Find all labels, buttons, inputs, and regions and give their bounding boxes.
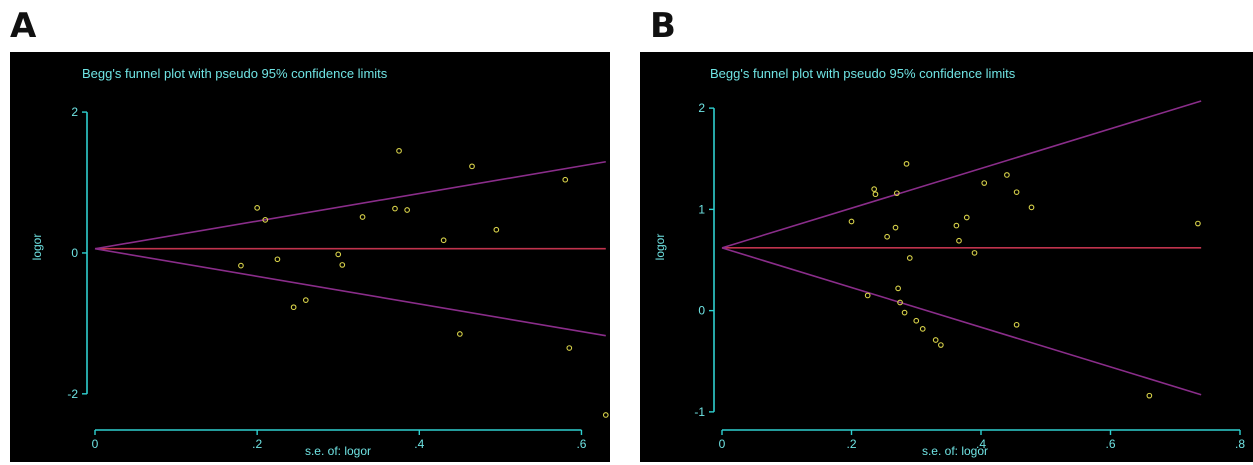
y-tick-label: 1 bbox=[698, 202, 705, 216]
study-point bbox=[392, 205, 398, 212]
funnel-plot-a: Begg's funnel plot with pseudo 95% confi… bbox=[10, 52, 610, 462]
study-point bbox=[981, 180, 988, 186]
x-tick-label: .8 bbox=[1235, 437, 1245, 451]
study-point bbox=[953, 222, 960, 229]
study-point bbox=[897, 299, 903, 306]
y-axis-label: logor bbox=[30, 234, 44, 261]
y-tick-label: 2 bbox=[71, 105, 78, 119]
y-axis-label: logor bbox=[653, 234, 667, 261]
study-point bbox=[238, 262, 244, 269]
study-point bbox=[262, 217, 269, 223]
x-tick-label: 0 bbox=[719, 437, 726, 451]
plot-background bbox=[10, 52, 610, 462]
study-point bbox=[871, 186, 878, 192]
study-point bbox=[913, 317, 920, 324]
study-point bbox=[456, 331, 463, 337]
upper-confidence-limit-line bbox=[721, 100, 1202, 249]
study-point bbox=[469, 163, 475, 170]
study-point bbox=[290, 304, 297, 311]
study-point bbox=[884, 233, 890, 240]
study-point bbox=[359, 214, 366, 220]
x-axis-label: s.e. of: logor bbox=[922, 444, 988, 458]
study-point bbox=[440, 237, 447, 244]
study-point bbox=[906, 255, 913, 261]
study-point bbox=[1195, 220, 1201, 227]
study-point bbox=[254, 205, 261, 211]
x-tick-label: .6 bbox=[1105, 437, 1115, 451]
study-point bbox=[1146, 392, 1153, 399]
study-point bbox=[932, 337, 939, 343]
lower-confidence-limit-line bbox=[94, 247, 606, 337]
x-axis-label: s.e. of: logor bbox=[305, 444, 371, 458]
y-tick-label: 2 bbox=[698, 101, 705, 115]
funnel-plot-b: Begg's funnel plot with pseudo 95% confi… bbox=[640, 52, 1253, 462]
y-tick-label: -1 bbox=[694, 405, 705, 419]
study-point bbox=[893, 190, 900, 197]
plot-layer: -2 0 2 0 .2 .4 .6 bbox=[67, 105, 609, 451]
study-point bbox=[562, 176, 569, 183]
study-point bbox=[963, 214, 970, 221]
study-point bbox=[1013, 321, 1020, 328]
study-point bbox=[971, 250, 978, 256]
study-point bbox=[302, 297, 309, 303]
study-point bbox=[892, 224, 899, 231]
x-tick-label: 0 bbox=[92, 437, 99, 451]
study-point bbox=[895, 285, 901, 292]
lower-confidence-limit-line bbox=[721, 247, 1202, 396]
study-point bbox=[274, 256, 281, 263]
study-point bbox=[335, 251, 342, 258]
study-point bbox=[396, 147, 402, 154]
study-point bbox=[1028, 204, 1035, 211]
study-point bbox=[339, 262, 346, 268]
study-point bbox=[938, 342, 944, 348]
x-tick-label: .4 bbox=[976, 437, 986, 451]
chart-title: Begg's funnel plot with pseudo 95% confi… bbox=[82, 66, 388, 81]
x-tick-label: .2 bbox=[252, 437, 262, 451]
study-point bbox=[404, 207, 410, 213]
panel-label-a: A bbox=[10, 6, 37, 46]
y-tick-label: -2 bbox=[67, 387, 78, 401]
study-point bbox=[956, 237, 962, 244]
chart-title: Begg's funnel plot with pseudo 95% confi… bbox=[710, 66, 1016, 81]
plot-layer: -1 0 1 2 0 .2 .4 .6 .8 bbox=[694, 100, 1245, 451]
x-tick-label: .2 bbox=[846, 437, 856, 451]
upper-confidence-limit-line bbox=[94, 160, 606, 250]
x-tick-label: .4 bbox=[414, 437, 424, 451]
x-tick-label: .6 bbox=[576, 437, 586, 451]
study-point bbox=[901, 309, 908, 316]
panel-label-b: B bbox=[650, 6, 676, 46]
study-point bbox=[903, 160, 910, 167]
study-point bbox=[872, 191, 879, 198]
study-point bbox=[566, 345, 573, 351]
study-point bbox=[1004, 172, 1010, 178]
study-point bbox=[493, 226, 500, 233]
study-point bbox=[1013, 189, 1020, 196]
study-point bbox=[848, 218, 855, 225]
y-tick-label: 0 bbox=[71, 246, 78, 260]
y-tick-label: 0 bbox=[698, 304, 705, 318]
study-point bbox=[864, 292, 871, 299]
study-point bbox=[602, 412, 609, 418]
study-point bbox=[919, 326, 926, 332]
